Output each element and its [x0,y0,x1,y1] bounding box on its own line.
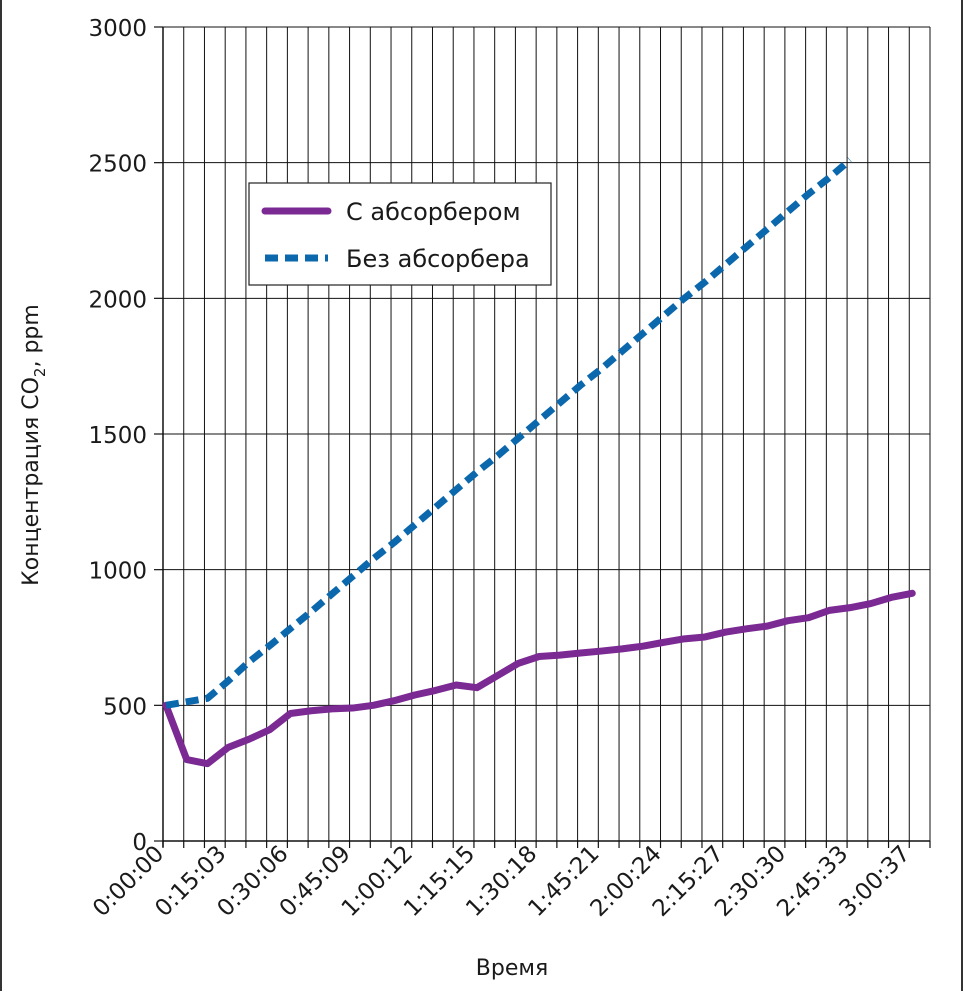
y-tick-label: 0 [132,830,147,856]
axes [162,27,930,847]
legend: С абсорбером Без абсорбера [248,182,552,286]
series-lines [162,157,916,768]
legend-label-with-absorber: С абсорбером [346,198,521,226]
series-line-without-absorber [165,157,853,709]
y-axis-ticks: 0 500 1000 1500 2000 2500 3000 [88,16,163,856]
series-line-with-absorber [162,589,916,768]
x-axis-ticks: 0:00:000:15:030:30:060:45:091:00:121:15:… [88,841,931,922]
y-axis-title-main: Концентрация CO [19,377,44,586]
y-axis-title-suffix: , ppm [19,304,44,367]
legend-box [248,182,552,286]
y-tick-label: 3000 [88,16,147,42]
legend-label-without-absorber: Без абсорбера [346,245,530,273]
y-axis-title-subscript: 2 [31,368,49,378]
y-tick-label: 2500 [88,152,147,178]
y-axis-title: Концентрация CO2, ppm [19,304,49,586]
y-tick-label: 2000 [88,287,147,313]
x-axis-title: Время [476,956,548,981]
y-tick-label: 1500 [88,423,147,449]
y-tick-label: 500 [103,694,147,720]
y-tick-label: 1000 [88,559,147,585]
